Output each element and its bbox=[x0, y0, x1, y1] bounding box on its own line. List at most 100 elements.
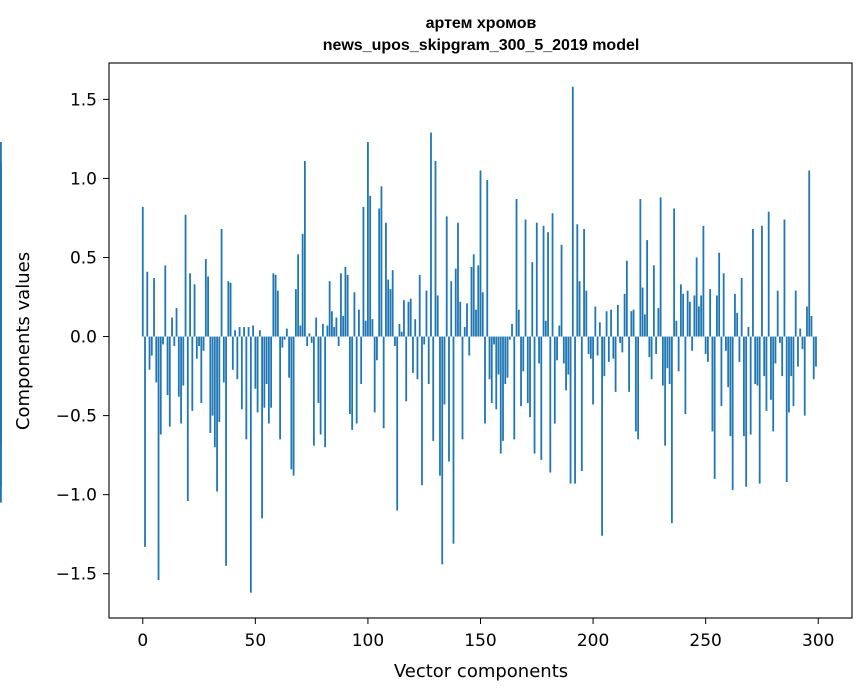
bar-72 bbox=[303, 161, 306, 337]
bar-216 bbox=[628, 336, 630, 392]
bar-29 bbox=[207, 276, 209, 337]
bar-232 bbox=[664, 336, 667, 446]
bar-197 bbox=[585, 290, 588, 337]
bar-230 bbox=[659, 197, 662, 337]
bar-228 bbox=[655, 336, 658, 354]
bar-50 bbox=[254, 336, 257, 389]
bar-92 bbox=[349, 336, 351, 415]
bar-26 bbox=[200, 336, 203, 403]
bar-66 bbox=[290, 336, 293, 470]
bar-117 bbox=[405, 336, 408, 402]
bar-67 bbox=[292, 336, 295, 476]
bar-146 bbox=[470, 266, 473, 337]
bar-53 bbox=[261, 336, 263, 519]
bar-71 bbox=[301, 233, 304, 337]
bar-52 bbox=[258, 330, 261, 337]
bar-166 bbox=[515, 198, 518, 337]
bar-200 bbox=[592, 336, 594, 405]
bar-174 bbox=[533, 336, 536, 454]
bar-229 bbox=[657, 308, 660, 337]
y-tick-label: −1.5 bbox=[56, 565, 97, 585]
bar-231 bbox=[661, 336, 664, 386]
bar-42 bbox=[236, 336, 239, 380]
bar-195 bbox=[580, 336, 583, 471]
bar-207 bbox=[607, 336, 610, 362]
bar-225 bbox=[648, 336, 651, 358]
bar-18 bbox=[182, 336, 185, 386]
bar-213 bbox=[621, 336, 624, 353]
bar-107 bbox=[382, 336, 385, 429]
bar-168 bbox=[520, 336, 522, 407]
bar-272 bbox=[754, 336, 757, 384]
bar-248 bbox=[700, 295, 703, 337]
bar-124 bbox=[421, 336, 423, 486]
bar-133 bbox=[441, 336, 444, 565]
bar-286 bbox=[785, 336, 788, 483]
bar-279 bbox=[770, 336, 772, 400]
bar-205 bbox=[603, 336, 606, 377]
bar-142 bbox=[461, 336, 464, 440]
bar-274 bbox=[758, 336, 761, 484]
bar-98 bbox=[362, 206, 365, 337]
bar-123 bbox=[418, 274, 421, 337]
bar-39 bbox=[229, 282, 232, 337]
bar-35 bbox=[220, 229, 223, 337]
bar-139 bbox=[454, 268, 457, 337]
bar-143 bbox=[463, 327, 466, 337]
bar-112 bbox=[394, 336, 396, 347]
bar-167 bbox=[517, 309, 520, 337]
bar-116 bbox=[403, 300, 405, 337]
bar-24 bbox=[195, 336, 198, 359]
bar-293 bbox=[801, 336, 804, 350]
bar-40 bbox=[231, 336, 234, 370]
bar-289 bbox=[792, 336, 795, 407]
bar-85 bbox=[333, 327, 336, 337]
bar-251 bbox=[707, 336, 709, 362]
x-tick-label: 100 bbox=[352, 631, 384, 651]
y-axis-ticks: 1.5 1.0 0.5 0.0 −0.5 −1.0 −1.5 bbox=[56, 90, 109, 585]
bar-78 bbox=[317, 336, 320, 403]
bar-44 bbox=[240, 336, 243, 410]
bar-178 bbox=[542, 225, 545, 337]
bar-173 bbox=[531, 262, 534, 337]
bar-186 bbox=[560, 244, 563, 337]
bar-227 bbox=[652, 265, 655, 337]
bar-161 bbox=[504, 336, 507, 384]
bar-55 bbox=[265, 336, 268, 384]
bar-37 bbox=[225, 336, 227, 566]
bar-217 bbox=[630, 311, 633, 337]
bar-220 bbox=[637, 336, 640, 440]
bar-16 bbox=[177, 336, 180, 397]
bar-256 bbox=[718, 252, 721, 337]
bar-284 bbox=[781, 336, 784, 377]
bar-25 bbox=[198, 336, 200, 347]
bar-152 bbox=[484, 336, 486, 424]
x-tick-label: 0 bbox=[137, 631, 148, 651]
bar-238 bbox=[677, 336, 680, 372]
y-tick-label: −1.0 bbox=[56, 486, 97, 506]
bar-189 bbox=[567, 336, 570, 375]
y-tick-label: −0.5 bbox=[56, 407, 97, 427]
bar-150 bbox=[479, 170, 482, 337]
bar-125 bbox=[423, 336, 426, 345]
bar-192 bbox=[574, 336, 576, 484]
bar-254 bbox=[713, 336, 716, 479]
bar-41 bbox=[234, 330, 236, 337]
bar-141 bbox=[459, 301, 462, 337]
bar-97 bbox=[360, 336, 363, 384]
bar-17 bbox=[180, 336, 182, 424]
bar-102 bbox=[371, 319, 374, 337]
bar-160 bbox=[502, 336, 504, 441]
bar-151 bbox=[481, 292, 484, 337]
bar-154 bbox=[488, 336, 491, 380]
bar-165 bbox=[513, 336, 516, 440]
bar-262 bbox=[731, 336, 734, 490]
bar-164 bbox=[511, 323, 513, 337]
bar-223 bbox=[643, 314, 646, 337]
bar-132 bbox=[439, 336, 441, 476]
bar-27 bbox=[202, 336, 205, 351]
bar-253 bbox=[711, 336, 714, 432]
bar-278 bbox=[767, 211, 770, 337]
bar-122 bbox=[416, 336, 419, 380]
bar-247 bbox=[698, 306, 700, 337]
